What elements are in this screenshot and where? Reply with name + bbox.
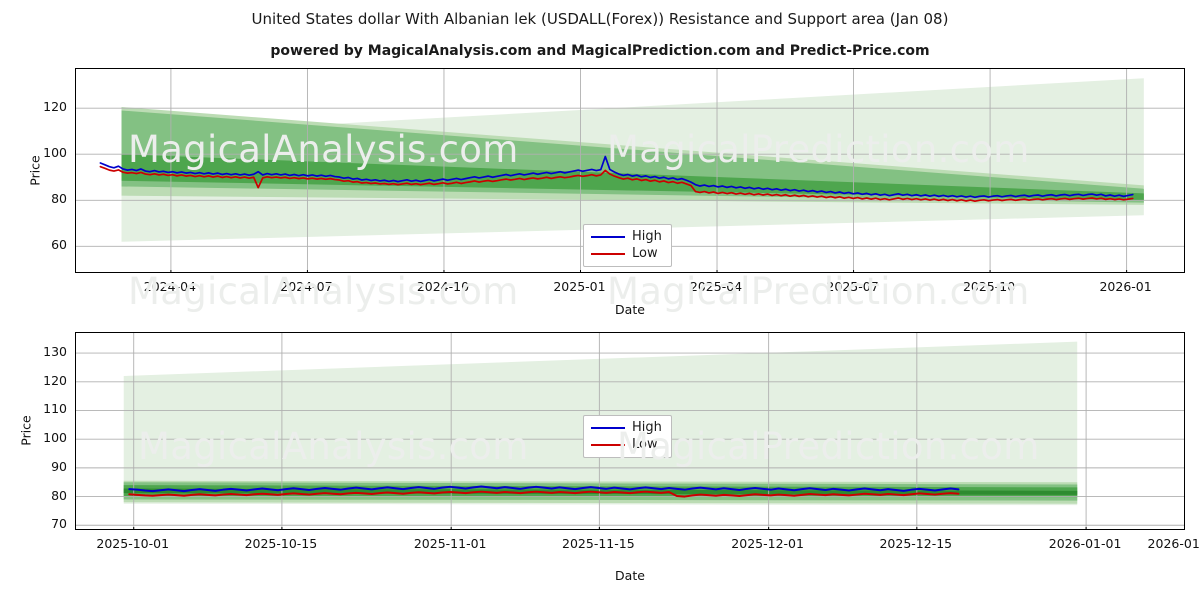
legend-swatch-low <box>591 444 625 446</box>
y-tick-label: 110 <box>43 401 67 417</box>
x-tick-label: 2026-01 <box>1099 279 1152 294</box>
x-tick-label: 2026-01-15 <box>1147 536 1200 551</box>
x-tick-label: 2024-07 <box>280 279 333 294</box>
plot-svg-main <box>76 69 1184 272</box>
legend-label-low: Low <box>632 437 658 452</box>
legend-zoom: High Low <box>583 415 672 458</box>
main-history-chart <box>75 68 1185 273</box>
x-tick-label: 2025-10-01 <box>96 536 170 551</box>
series-line-low <box>128 490 960 498</box>
x-tick-label: 2026-01-01 <box>1048 536 1122 551</box>
y-tick-label: 100 <box>43 430 67 446</box>
x-tick-label: 2025-11-01 <box>413 536 487 551</box>
y-tick-label: 90 <box>51 458 67 474</box>
x-tick-label: 2025-12-01 <box>731 536 804 551</box>
x-tick-label: 2025-07 <box>826 279 879 294</box>
x-tick-label: 2025-01 <box>553 279 606 294</box>
legend-entry-low: Low <box>591 438 662 452</box>
plot-area-main <box>75 68 1185 273</box>
y-tick-label: 120 <box>43 372 67 388</box>
page-title: United States dollar With Albanian lek (… <box>251 10 949 28</box>
legend-swatch-high <box>591 427 625 429</box>
x-tick-label: 2024-10 <box>416 279 470 294</box>
legend-label-high: High <box>632 420 662 435</box>
x-tick-label: 2025-04 <box>689 279 743 294</box>
x-tick-label: 2025-10 <box>962 279 1016 294</box>
y-tick-label: 130 <box>43 344 67 360</box>
legend-entry-high: High <box>591 230 662 244</box>
legend-entry-high: High <box>591 421 662 435</box>
x-tick-label: 2024-04 <box>143 279 196 294</box>
y-tick-label: 70 <box>51 516 67 532</box>
series-line-high <box>128 485 960 493</box>
x-tick-label: 2025-10-15 <box>244 536 318 551</box>
page-subtitle: powered by MagicalAnalysis.com and Magic… <box>270 43 930 59</box>
legend-swatch-low <box>591 253 625 255</box>
legend-label-low: Low <box>632 246 658 261</box>
legend-entry-low: Low <box>591 247 662 261</box>
y-tick-label: 60 <box>51 237 67 253</box>
x-tick-label: 2025-11-15 <box>562 536 635 551</box>
x-tick-label: 2025-12-15 <box>879 536 953 551</box>
legend-swatch-high <box>591 236 625 238</box>
y-tick-label: 80 <box>51 191 67 207</box>
x-axis-label-main: Date <box>615 302 645 317</box>
y-tick-label: 80 <box>51 487 67 503</box>
band-core <box>121 154 1144 201</box>
legend-label-high: High <box>632 229 662 244</box>
series-line-low <box>99 165 1134 203</box>
x-axis-label-zoom: Date <box>615 568 645 583</box>
y-tick-label: 100 <box>43 145 67 161</box>
legend-main: High Low <box>583 224 672 267</box>
y-tick-label: 120 <box>43 99 67 115</box>
series-line-high <box>99 155 1134 199</box>
